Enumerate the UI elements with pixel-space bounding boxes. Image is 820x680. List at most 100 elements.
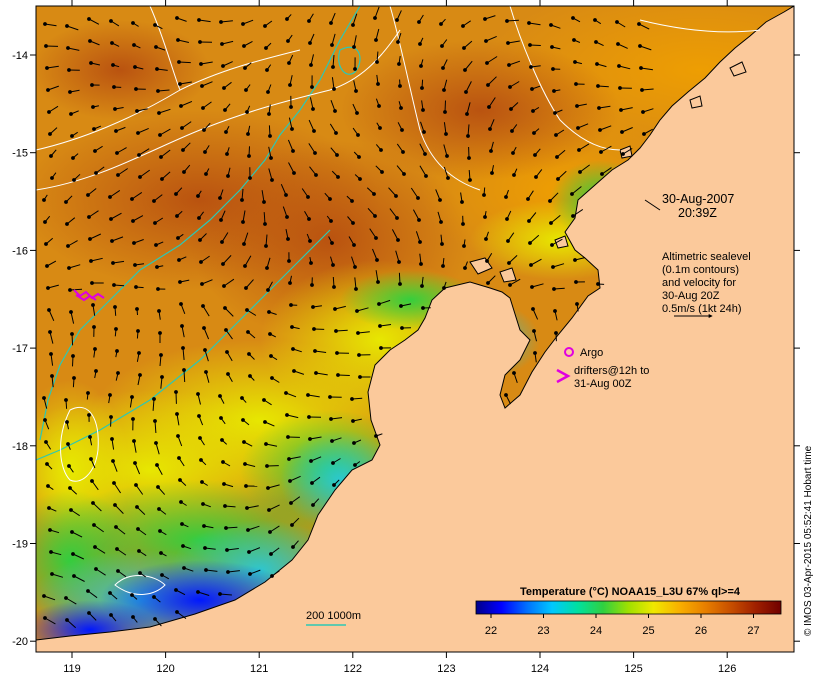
velocity-vector-dot — [64, 596, 68, 600]
velocity-vector-dot — [353, 463, 357, 467]
velocity-vector — [443, 166, 449, 179]
velocity-vector — [157, 89, 170, 92]
velocity-vector-dot — [265, 464, 269, 468]
velocity-vector-dot — [110, 437, 114, 441]
velocity-vector — [530, 258, 542, 266]
velocity-vector-dot — [330, 241, 334, 245]
velocity-vector-dot — [114, 129, 118, 133]
velocity-vector-dot — [270, 376, 274, 380]
velocity-vector — [267, 484, 280, 489]
velocity-vector-dot — [264, 46, 268, 50]
velocity-vector-dot — [180, 126, 184, 130]
velocity-vector-dot — [152, 595, 156, 599]
velocity-vector — [639, 45, 652, 51]
velocity-vector-dot — [596, 282, 600, 286]
x-tick-label: 121 — [250, 663, 268, 675]
velocity-vector-dot — [262, 200, 266, 204]
velocity-vector — [331, 77, 335, 90]
velocity-vector — [139, 169, 150, 178]
velocity-vector-dot — [153, 23, 157, 27]
velocity-vector — [244, 255, 252, 267]
velocity-vector-dot — [48, 132, 52, 136]
velocity-vector-dot — [152, 199, 156, 203]
velocity-vector-dot — [309, 261, 313, 265]
velocity-vector-dot — [482, 193, 486, 197]
velocity-vector-dot — [113, 107, 117, 111]
velocity-vector-dot — [153, 419, 157, 423]
altimetry-line-3: and velocity for — [662, 277, 736, 289]
velocity-vector-dot — [158, 133, 162, 137]
drifters-line-2: 31-Aug 00Z — [574, 378, 632, 390]
velocity-vector-dot — [221, 460, 225, 464]
velocity-vector-dot — [263, 24, 267, 28]
velocity-vector-dot — [223, 306, 227, 310]
velocity-vector-dot — [532, 131, 536, 135]
velocity-vector — [49, 331, 54, 344]
velocity-vector-dot — [462, 46, 466, 50]
velocity-vector-dot — [152, 397, 156, 401]
velocity-vector — [467, 124, 470, 137]
velocity-vector-dot — [377, 104, 381, 108]
velocity-vector — [198, 19, 211, 23]
velocity-vector-dot — [440, 242, 444, 246]
velocity-vector-dot — [200, 480, 204, 484]
velocity-vector — [219, 593, 232, 596]
velocity-vector-dot — [288, 281, 292, 285]
velocity-vector-dot — [398, 282, 402, 286]
velocity-vector-dot — [160, 573, 164, 577]
velocity-vector — [47, 85, 59, 91]
velocity-vector — [46, 65, 59, 69]
velocity-vector — [509, 278, 521, 286]
velocity-vector-dot — [69, 112, 73, 116]
velocity-vector — [179, 81, 192, 85]
velocity-vector-dot — [115, 151, 119, 155]
velocity-vector-dot — [286, 237, 290, 241]
y-tick-label: -20 — [12, 636, 28, 648]
velocity-vector-dot — [439, 220, 443, 224]
velocity-vector-dot — [178, 280, 182, 284]
velocity-vector-dot — [506, 239, 510, 243]
velocity-vector-dot — [510, 129, 514, 133]
velocity-vector-dot — [71, 354, 75, 358]
velocity-vector-dot — [109, 415, 113, 419]
velocity-vector-dot — [226, 174, 230, 178]
velocity-vector — [599, 125, 612, 131]
velocity-vector-dot — [483, 17, 487, 21]
velocity-vector-dot — [329, 417, 333, 421]
velocity-vector — [620, 107, 633, 111]
velocity-vector-dot — [71, 552, 75, 556]
colorbar-tick-label: 23 — [537, 625, 549, 637]
velocity-vector-dot — [135, 505, 139, 509]
velocity-vector-dot — [376, 82, 380, 86]
velocity-vector-dot — [153, 221, 157, 225]
velocity-vector — [111, 236, 124, 242]
velocity-vector-dot — [288, 83, 292, 87]
velocity-vector-dot — [49, 550, 53, 554]
velocity-vector-dot — [526, 197, 530, 201]
velocity-vector — [160, 149, 171, 158]
velocity-vector-dot — [441, 264, 445, 268]
velocity-vector-dot — [108, 195, 112, 199]
velocity-vector-dot — [419, 64, 423, 68]
velocity-vector-dot — [133, 263, 137, 267]
velocity-vector — [197, 591, 210, 596]
velocity-vector-dot — [44, 242, 48, 246]
velocity-vector-dot — [225, 548, 229, 552]
velocity-vector-dot — [248, 572, 252, 576]
velocity-vector-dot — [68, 288, 72, 292]
velocity-vector-dot — [553, 309, 557, 313]
velocity-vector — [50, 353, 54, 366]
velocity-vector-dot — [574, 82, 578, 86]
velocity-vector-dot — [157, 309, 161, 313]
velocity-vector-dot — [554, 331, 558, 335]
velocity-vector-dot — [504, 195, 508, 199]
velocity-vector-dot — [554, 133, 558, 137]
velocity-vector-dot — [158, 331, 162, 335]
velocity-vector-dot — [224, 130, 228, 134]
velocity-vector — [117, 168, 128, 176]
velocity-vector-dot — [355, 111, 359, 115]
velocity-vector — [308, 143, 316, 154]
velocity-vector — [372, 248, 378, 261]
velocity-vector-dot — [181, 544, 185, 548]
velocity-vector-dot — [416, 196, 420, 200]
